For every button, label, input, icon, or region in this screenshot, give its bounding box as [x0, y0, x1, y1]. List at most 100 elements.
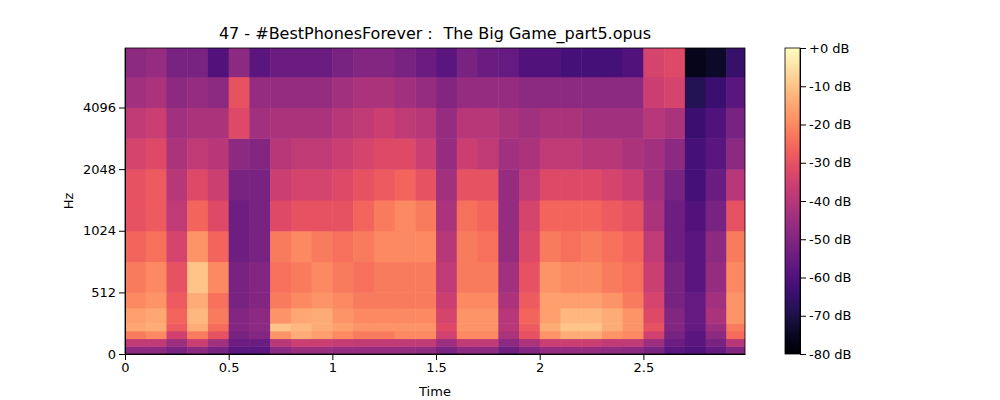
cell	[229, 331, 250, 339]
cell	[602, 323, 623, 331]
cell	[229, 339, 250, 347]
cell	[643, 292, 664, 308]
tick: 1	[329, 354, 337, 375]
tick-label: +0 dB	[809, 41, 849, 56]
cell	[208, 331, 229, 339]
cell	[395, 231, 416, 262]
cell	[353, 331, 374, 339]
cell	[664, 346, 685, 354]
cell	[249, 138, 270, 169]
cell	[540, 323, 561, 331]
tick-label: 1.5	[426, 360, 447, 375]
cell	[146, 339, 167, 347]
cell	[436, 262, 457, 293]
cell	[291, 108, 312, 139]
cell	[229, 200, 250, 231]
cell	[291, 308, 312, 324]
cell	[374, 331, 395, 339]
cell	[602, 77, 623, 108]
cell	[478, 308, 499, 324]
y-axis: 0512102420484096	[83, 49, 126, 362]
cell	[146, 308, 167, 324]
cell	[187, 48, 208, 77]
cell	[436, 339, 457, 347]
cell	[125, 339, 146, 347]
cell	[353, 292, 374, 308]
cell	[395, 346, 416, 354]
cell	[726, 331, 745, 339]
cell	[415, 346, 436, 354]
cell	[187, 308, 208, 324]
cell	[270, 200, 291, 231]
cell	[664, 169, 685, 200]
cell	[270, 339, 291, 347]
cell	[560, 138, 581, 169]
cell	[478, 108, 499, 139]
cell	[540, 138, 561, 169]
cell	[436, 138, 457, 169]
cell	[457, 169, 478, 200]
cell	[540, 292, 561, 308]
cell	[146, 48, 167, 77]
cell	[291, 48, 312, 77]
cell	[498, 339, 519, 347]
cell	[353, 339, 374, 347]
cell	[685, 200, 706, 231]
cell	[581, 262, 602, 293]
cell	[125, 262, 146, 293]
cell	[685, 339, 706, 347]
tick: 0	[108, 347, 125, 362]
cell	[602, 108, 623, 139]
cell	[478, 200, 499, 231]
cell	[166, 138, 187, 169]
cell	[457, 108, 478, 139]
cell	[395, 108, 416, 139]
cell	[312, 169, 333, 200]
tick-mark	[540, 354, 541, 360]
cell	[125, 331, 146, 339]
cell	[623, 262, 644, 293]
cell	[560, 323, 581, 331]
cell	[187, 292, 208, 308]
cell	[312, 77, 333, 108]
cell	[353, 108, 374, 139]
cell	[332, 339, 353, 347]
cell	[519, 48, 540, 77]
cell	[332, 346, 353, 354]
cell	[125, 200, 146, 231]
cell	[415, 331, 436, 339]
cell	[395, 262, 416, 293]
cell	[602, 292, 623, 308]
cell	[208, 262, 229, 293]
cell	[540, 262, 561, 293]
tick-label: -80 dB	[809, 347, 852, 362]
cell	[560, 262, 581, 293]
cell	[457, 331, 478, 339]
tick: 1.5	[426, 354, 447, 375]
cell	[166, 108, 187, 139]
cell	[519, 200, 540, 231]
cell	[685, 308, 706, 324]
cell	[706, 323, 727, 331]
cell	[229, 323, 250, 331]
cell	[374, 108, 395, 139]
x-axis-title: Time	[418, 384, 451, 399]
cell	[602, 231, 623, 262]
tick-label: -70 dB	[809, 308, 852, 323]
title: 47 - #BestPhonesForever： The Big Game_pa…	[219, 24, 651, 44]
cell	[353, 323, 374, 331]
cell	[374, 48, 395, 77]
cell	[395, 323, 416, 331]
tick: 0.5	[219, 354, 240, 375]
cell	[291, 346, 312, 354]
cell	[706, 292, 727, 308]
cell	[498, 77, 519, 108]
cell	[125, 169, 146, 200]
cell	[581, 169, 602, 200]
cell	[291, 138, 312, 169]
cell	[643, 262, 664, 293]
cell	[623, 292, 644, 308]
cell	[540, 77, 561, 108]
cell	[229, 48, 250, 77]
cell	[519, 331, 540, 339]
